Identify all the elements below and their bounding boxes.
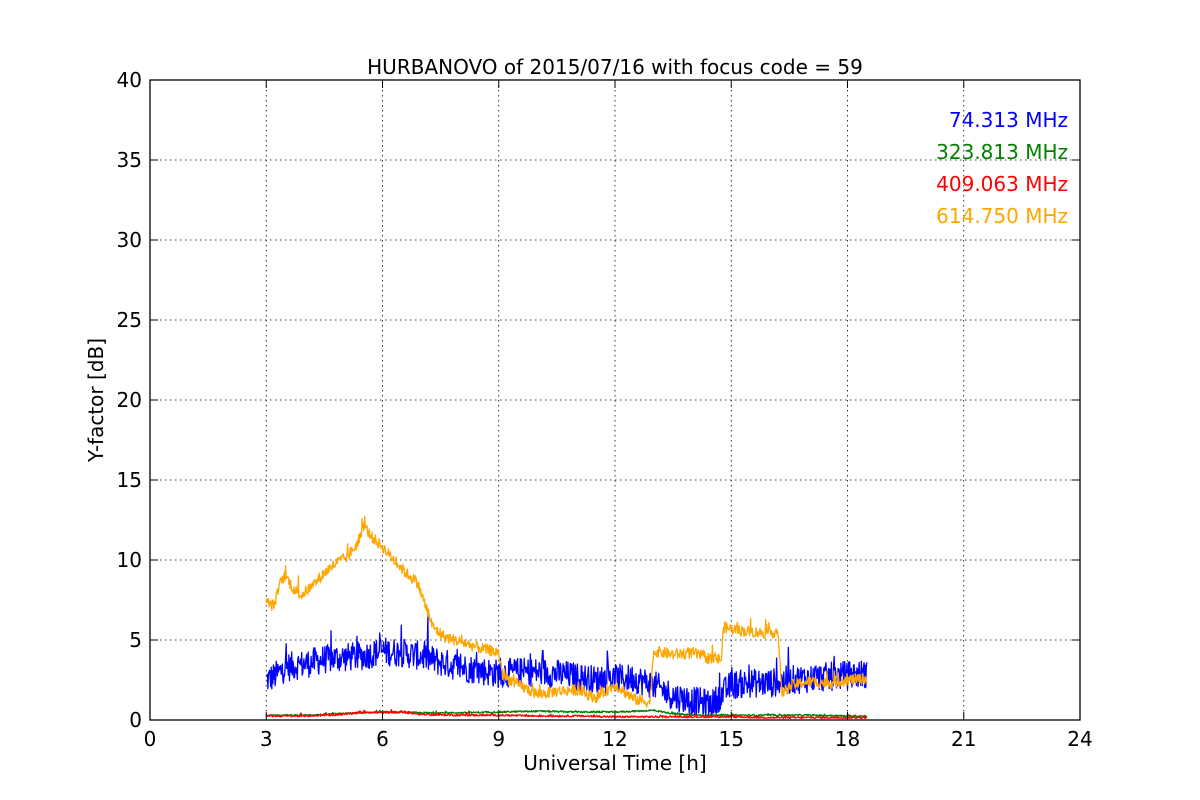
series-line-0 (265, 614, 868, 718)
y-tick-label: 15 (117, 468, 142, 492)
legend-entry-2: 409.063 MHz (936, 172, 1068, 196)
chart-title: HURBANOVO of 2015/07/16 with focus code … (367, 55, 863, 79)
y-tick-label: 30 (117, 228, 142, 252)
y-tick-label: 0 (129, 708, 142, 732)
y-tick-label: 40 (117, 68, 142, 92)
x-tick-label: 18 (835, 727, 860, 751)
x-tick-label: 15 (719, 727, 744, 751)
y-tick-label: 5 (129, 628, 142, 652)
legend: 74.313 MHz 323.813 MHz 409.063 MHz 614.750 … (936, 108, 1068, 228)
y-tick-label: 35 (117, 148, 142, 172)
y-tick-label: 20 (117, 388, 142, 412)
x-tick-label: 9 (492, 727, 505, 751)
x-tick-label: 24 (1067, 727, 1092, 751)
legend-entry-0: 74.313 MHz (949, 108, 1068, 132)
series-line-3 (265, 516, 868, 708)
grid-lines (150, 80, 1080, 720)
legend-entry-3: 614.750 MHz (936, 204, 1068, 228)
series-line-2 (265, 708, 868, 720)
x-tick-label: 3 (260, 727, 273, 751)
x-axis-label: Universal Time [h] (523, 751, 706, 775)
x-tick-label: 21 (951, 727, 976, 751)
axis-ticks: 0 3 6 9 12 15 18 21 24 0 5 10 15 20 25 30 35 40 (117, 68, 1093, 751)
series-lines (265, 516, 868, 720)
legend-entry-1: 323.813 MHz (936, 140, 1068, 164)
y-tick-label: 25 (117, 308, 142, 332)
y-tick-label: 10 (117, 548, 142, 572)
x-tick-label: 0 (144, 727, 157, 751)
x-tick-label: 6 (376, 727, 389, 751)
y-axis-label: Y-factor [dB] (84, 338, 108, 463)
x-tick-label: 12 (602, 727, 627, 751)
